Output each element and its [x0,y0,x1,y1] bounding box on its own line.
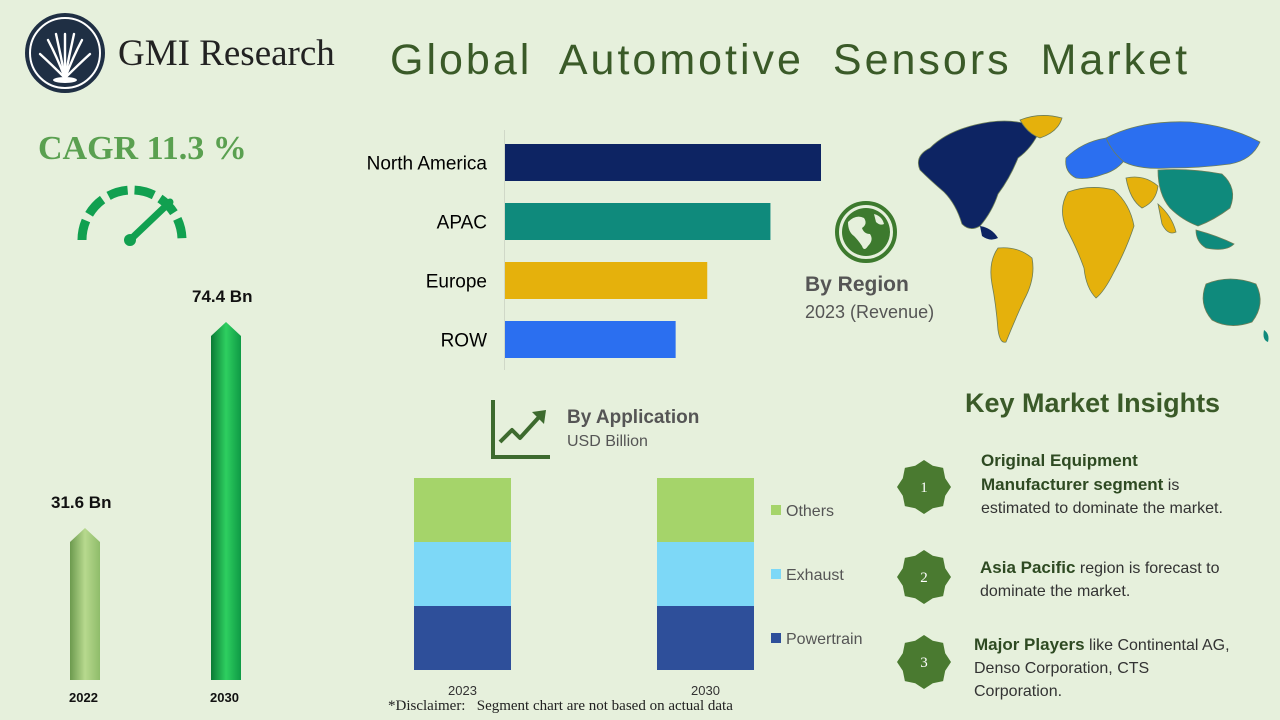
world-map [917,115,1269,343]
insight-badge-2: 2 [897,550,951,604]
legend-label-others: Others [786,503,834,520]
insight-item-3-text: like Continental AG, Denso Corporation, … [974,637,1230,700]
insight-item-2-text: region is forecast to dominate the marke… [980,560,1220,600]
app-year-label: 2030 [691,683,720,698]
region-panel-title: By Region [805,273,909,296]
brand-name: GMI Research [118,33,335,74]
map-north-america [917,120,1041,229]
value-label-2030: 74.4 Bn [192,287,253,306]
speedometer-icon [77,185,187,246]
growth-bar-2022 [70,527,100,680]
year-label-2030: 2030 [210,690,239,705]
app-segment-powertrain [657,606,754,670]
page-title: Global Automotive Sensors Market [390,36,1191,84]
value-label-2022: 31.6 Bn [51,492,112,512]
region-bar-north-america [505,144,821,181]
insight-badge-1: 1 [897,460,951,514]
insight-item-2-highlight: Asia Pacific [980,558,1076,577]
map-africa [1062,187,1135,299]
region-label: APAC [437,213,487,234]
legend-swatch-exhaust [771,569,781,579]
region-panel-subtitle: 2023 (Revenue) [805,302,935,322]
legend-label-exhaust: Exhaust [786,567,844,584]
map-asia [1157,169,1234,227]
insight-badge-3: 3 [897,635,951,689]
gmi-logo [25,13,105,93]
legend-swatch-others [771,505,781,515]
insight-item-1: Original Equipment Manufacturer segment … [981,449,1236,520]
insight-item-2: Asia Pacific region is forecast to domin… [980,556,1242,603]
legend-swatch-powertrain [771,633,781,643]
legend-label-powertrain: Powertrain [786,631,862,648]
app-segment-exhaust [414,542,511,606]
insight-item-1-text: is estimated to dominate the market. [981,477,1223,517]
year-label-2022: 2022 [69,690,98,705]
region-bar-apac [505,203,771,240]
insight-item-3-highlight: Major Players [974,635,1085,654]
app-segment-others [414,478,511,542]
region-label: North America [367,154,488,175]
app-segment-exhaust [657,542,754,606]
map-south-america [990,247,1034,343]
region-label: ROW [441,331,488,352]
map-australia [1202,278,1261,326]
region-label: Europe [426,272,487,293]
app-segment-powertrain [414,606,511,670]
svg-text:3: 3 [920,655,928,671]
growth-bar-2030 [211,322,241,680]
region-bar-europe [505,262,708,299]
insights-title: Key Market Insights [965,388,1221,418]
insight-item-3: Major Players like Continental AG, Denso… [974,633,1239,703]
region-bar-row [505,321,676,358]
app-year-label: 2023 [448,683,477,698]
application-panel-title: By Application [567,407,700,428]
application-panel-subtitle: USD Billion [567,433,648,450]
svg-text:1: 1 [920,480,928,496]
map-russia [1105,121,1261,169]
svg-text:2: 2 [920,570,928,586]
insight-item-1-highlight: Original Equipment Manufacturer segment [981,451,1164,494]
cagr-label: CAGR 11.3 % [38,130,247,167]
trend-chart-icon [491,400,550,459]
application-stacked-chart: 2023 2030 Powertrain Exhaust Others [414,478,862,698]
market-size-bars [70,322,241,680]
app-segment-others [657,478,754,542]
globe-icon [835,201,897,263]
map-europe [1065,137,1127,179]
region-bar-chart: North America APAC Europe ROW [367,130,821,370]
disclaimer: *Disclaimer: Segment chart are not based… [388,698,733,714]
